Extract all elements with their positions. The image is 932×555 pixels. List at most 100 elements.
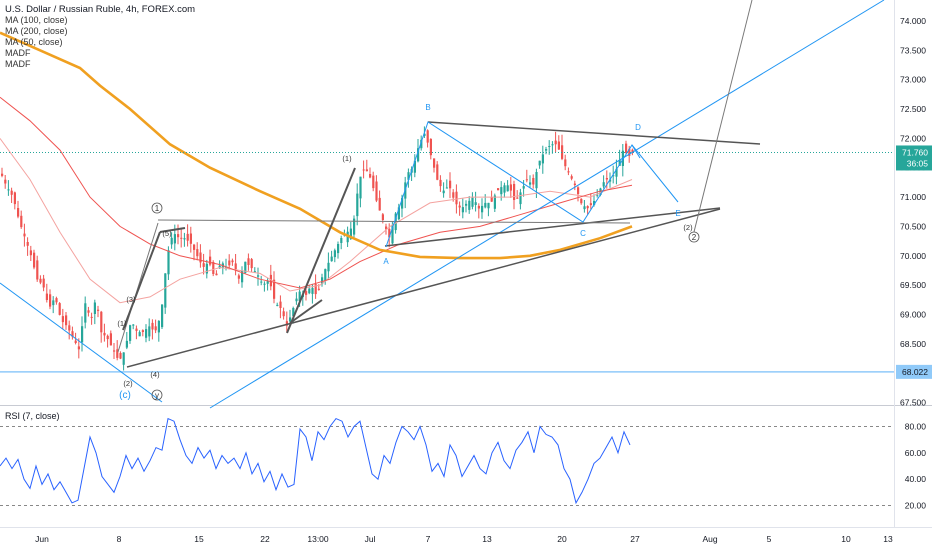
candle-body[interactable]	[375, 181, 378, 201]
impulse-b-line[interactable]	[286, 167, 356, 334]
candle-body[interactable]	[337, 244, 340, 254]
candle-body[interactable]	[295, 298, 298, 302]
candle-body[interactable]	[487, 202, 490, 209]
candle-body[interactable]	[609, 179, 612, 182]
candle-body[interactable]	[615, 168, 618, 177]
candle-body[interactable]	[545, 149, 548, 151]
candle-body[interactable]	[314, 284, 317, 295]
candle-body[interactable]	[497, 188, 500, 191]
candle-body[interactable]	[369, 174, 372, 178]
candle-body[interactable]	[279, 301, 282, 308]
candle-body[interactable]	[84, 303, 87, 323]
candle-body[interactable]	[154, 326, 157, 331]
candle-body[interactable]	[359, 176, 362, 199]
candle-body[interactable]	[397, 207, 400, 220]
candle-body[interactable]	[365, 169, 368, 172]
candle-body[interactable]	[381, 214, 384, 220]
candle-body[interactable]	[55, 298, 58, 303]
candle-body[interactable]	[151, 322, 154, 330]
candle-body[interactable]	[23, 233, 26, 237]
candle-body[interactable]	[167, 250, 170, 275]
candle-body[interactable]	[109, 333, 112, 346]
candle-body[interactable]	[97, 309, 100, 311]
rsi-line[interactable]	[0, 417, 631, 505]
candle-body[interactable]	[263, 283, 266, 285]
label-wave-2-b[interactable]: (2)	[683, 223, 693, 232]
candle-body[interactable]	[500, 187, 503, 195]
candle-body[interactable]	[183, 238, 186, 240]
candle-body[interactable]	[570, 176, 573, 179]
candle-body[interactable]	[164, 273, 167, 308]
candle-body[interactable]	[340, 238, 343, 243]
label-wave-1-a[interactable]: (1)	[117, 319, 127, 328]
candle-body[interactable]	[132, 324, 135, 326]
candle-body[interactable]	[212, 262, 215, 274]
candle-body[interactable]	[439, 179, 442, 187]
candle-body[interactable]	[39, 278, 42, 283]
candle-body[interactable]	[68, 325, 71, 331]
candle-body[interactable]	[273, 279, 276, 299]
impulse-b-base[interactable]	[289, 299, 323, 324]
candle-body[interactable]	[490, 197, 493, 202]
blue-uptrend-line[interactable]	[209, 0, 885, 409]
candle-body[interactable]	[586, 206, 589, 209]
candle-body[interactable]	[458, 205, 461, 208]
candle-body[interactable]	[471, 197, 474, 207]
candle-body[interactable]	[506, 185, 509, 192]
candle-body[interactable]	[161, 304, 164, 328]
candle-body[interactable]	[391, 224, 394, 244]
candle-body[interactable]	[330, 256, 333, 262]
label-wave-3[interactable]: (3)	[126, 295, 136, 304]
legend-madf-1[interactable]: MADF	[5, 48, 31, 58]
candle-body[interactable]	[93, 302, 96, 315]
candle-body[interactable]	[113, 350, 116, 352]
blue-downtrend-line[interactable]	[0, 282, 163, 403]
candle-body[interactable]	[116, 349, 119, 358]
candle-body[interactable]	[231, 260, 234, 263]
candle-body[interactable]	[321, 277, 324, 285]
candle-body[interactable]	[449, 180, 452, 189]
candle-body[interactable]	[4, 179, 7, 184]
channel-upper-line[interactable]	[157, 219, 631, 224]
label-wave-e[interactable]: E	[675, 209, 680, 218]
candle-body[interactable]	[71, 331, 74, 337]
label-circle-2[interactable]: 2	[692, 233, 697, 242]
candle-body[interactable]	[196, 249, 199, 257]
legend-ma50[interactable]: MA (50, close)	[5, 37, 63, 47]
candle-body[interactable]	[285, 321, 288, 326]
candle-body[interactable]	[593, 201, 596, 206]
candle-body[interactable]	[481, 205, 484, 213]
candle-body[interactable]	[237, 275, 240, 279]
candle-body[interactable]	[205, 263, 208, 274]
legend-ma100[interactable]: MA (100, close)	[5, 15, 68, 25]
label-wave-b[interactable]: B	[425, 103, 430, 112]
candle-body[interactable]	[554, 140, 557, 145]
candle-body[interactable]	[461, 207, 464, 213]
candle-body[interactable]	[525, 179, 528, 181]
candle-body[interactable]	[1, 173, 4, 176]
label-circle-1[interactable]: 1	[155, 204, 160, 213]
candle-body[interactable]	[199, 252, 202, 263]
candle-body[interactable]	[557, 141, 560, 150]
candle-body[interactable]	[177, 234, 180, 238]
candle-body[interactable]	[573, 183, 576, 185]
candle-body[interactable]	[625, 143, 628, 153]
candle-body[interactable]	[145, 329, 148, 338]
candle-body[interactable]	[218, 265, 221, 269]
candle-body[interactable]	[289, 317, 292, 322]
candle-body[interactable]	[509, 184, 512, 191]
candle-body[interactable]	[503, 185, 506, 193]
candle-body[interactable]	[228, 260, 231, 266]
candle-body[interactable]	[385, 226, 388, 230]
candle-body[interactable]	[10, 190, 13, 195]
candle-body[interactable]	[401, 198, 404, 209]
candle-body[interactable]	[599, 188, 602, 196]
candle-body[interactable]	[173, 234, 176, 244]
candle-body[interactable]	[602, 182, 605, 187]
candle-body[interactable]	[33, 252, 36, 268]
candle-body[interactable]	[455, 191, 458, 205]
candle-body[interactable]	[353, 218, 356, 235]
candle-body[interactable]	[474, 202, 477, 205]
candle-body[interactable]	[583, 206, 586, 210]
label-wave-4[interactable]: (4)	[150, 370, 160, 379]
